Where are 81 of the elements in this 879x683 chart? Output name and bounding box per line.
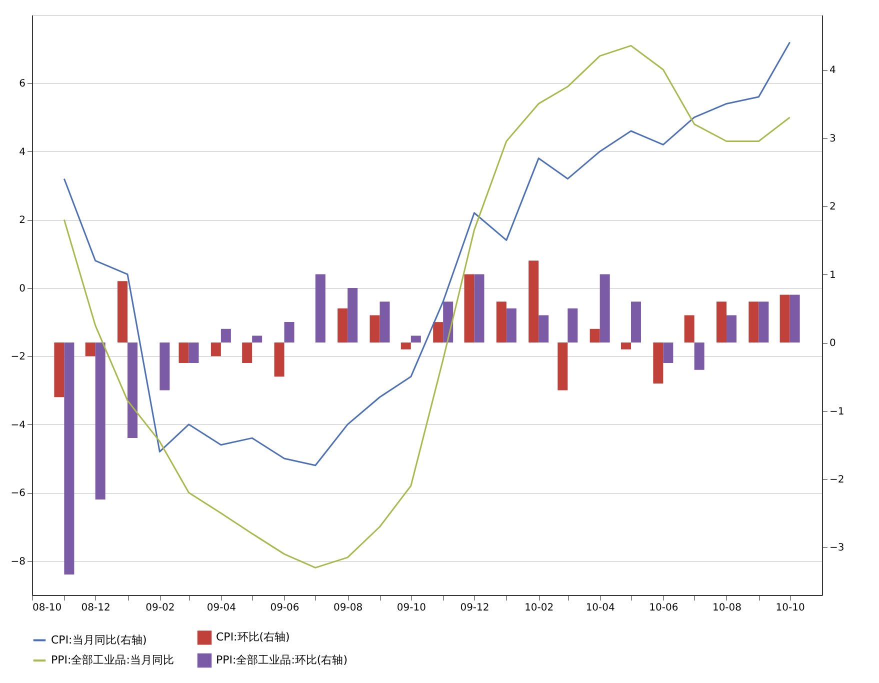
bar — [338, 308, 348, 343]
y2-tick-label: 4 — [830, 65, 836, 76]
bar — [590, 328, 600, 343]
bar — [188, 342, 199, 363]
x-tick-label: 09-08 — [334, 602, 363, 614]
bar — [694, 342, 704, 370]
bar — [348, 288, 358, 343]
x-tick-label: 09-10 — [396, 602, 426, 614]
legend-label: PPI:全部工业品:当月同比 — [51, 654, 174, 666]
bar — [780, 294, 790, 343]
x-tick-label: 10-08 — [712, 602, 742, 614]
line-series — [63, 44, 791, 568]
y-tick-label: 4 — [19, 146, 26, 158]
x-tick-label: 09-06 — [270, 602, 300, 614]
y-tick-label: 6 — [19, 78, 26, 90]
bar — [400, 342, 411, 350]
y2-tick-label: −2 — [830, 474, 844, 486]
x-tick-label: 09-02 — [146, 602, 175, 614]
bar — [790, 294, 800, 343]
line-series — [63, 42, 791, 466]
x-tick-label: 10-06 — [649, 602, 678, 614]
bar — [370, 315, 380, 343]
legend-label: CPI:环比(右轴) — [216, 630, 290, 644]
bar — [748, 302, 759, 343]
y-tick-label: 0 — [19, 283, 26, 294]
bar — [178, 342, 189, 363]
y2-tick-label: 2 — [830, 202, 836, 213]
legend-label: PPI:全部工业品:环比(右轴) — [216, 654, 348, 666]
bar — [716, 302, 726, 343]
bar — [506, 308, 516, 343]
bar — [95, 342, 106, 500]
x-tick-label: 10-02 — [524, 602, 554, 614]
y2-tick-label: 1 — [830, 270, 836, 281]
bar — [726, 315, 736, 343]
bar — [528, 260, 539, 343]
bar — [630, 302, 641, 343]
bar — [118, 281, 128, 343]
legend-label: CPI:当月同比(右轴) — [51, 633, 147, 646]
bar — [663, 342, 674, 363]
y2-tick-label: 3 — [830, 133, 836, 144]
bar — [252, 336, 262, 343]
bar — [242, 342, 252, 363]
bar — [464, 274, 474, 343]
bar — [274, 342, 284, 377]
y-tick-label: −8 — [10, 556, 26, 568]
bar — [620, 342, 631, 350]
y2-tick-label: −3 — [830, 542, 844, 554]
bar — [210, 342, 221, 356]
bar — [54, 342, 64, 398]
bar — [496, 302, 506, 343]
y-tick-label: −2 — [10, 352, 26, 363]
bar — [600, 274, 610, 343]
bar — [433, 322, 444, 343]
y-tick-label: −4 — [10, 420, 26, 431]
y-tick-label: 2 — [19, 215, 26, 226]
bar — [160, 342, 170, 390]
bar — [758, 302, 769, 343]
bar — [284, 322, 294, 343]
bar — [558, 342, 568, 390]
y2-tick-label: 0 — [830, 338, 836, 350]
y2-tick-label: −1 — [830, 406, 844, 418]
bar — [85, 342, 96, 356]
bar — [538, 315, 549, 343]
x-tick-label: 09-04 — [206, 602, 236, 614]
x-tick-label: 08-10 — [32, 602, 62, 614]
bar — [443, 302, 454, 343]
bar — [64, 342, 74, 575]
bar — [474, 274, 484, 343]
x-tick-label: 08-12 — [81, 602, 110, 614]
bar — [653, 342, 664, 384]
y-tick-label: −6 — [10, 488, 26, 500]
bar — [220, 328, 231, 343]
x-tick-label: 10-04 — [586, 602, 615, 614]
bar — [410, 336, 421, 343]
bar — [315, 274, 326, 343]
bar — [684, 315, 694, 343]
x-tick-label: 09-12 — [460, 602, 490, 614]
bar — [568, 308, 578, 343]
bar — [380, 302, 390, 343]
bar — [128, 342, 138, 438]
x-tick-label: 10-10 — [776, 602, 805, 614]
